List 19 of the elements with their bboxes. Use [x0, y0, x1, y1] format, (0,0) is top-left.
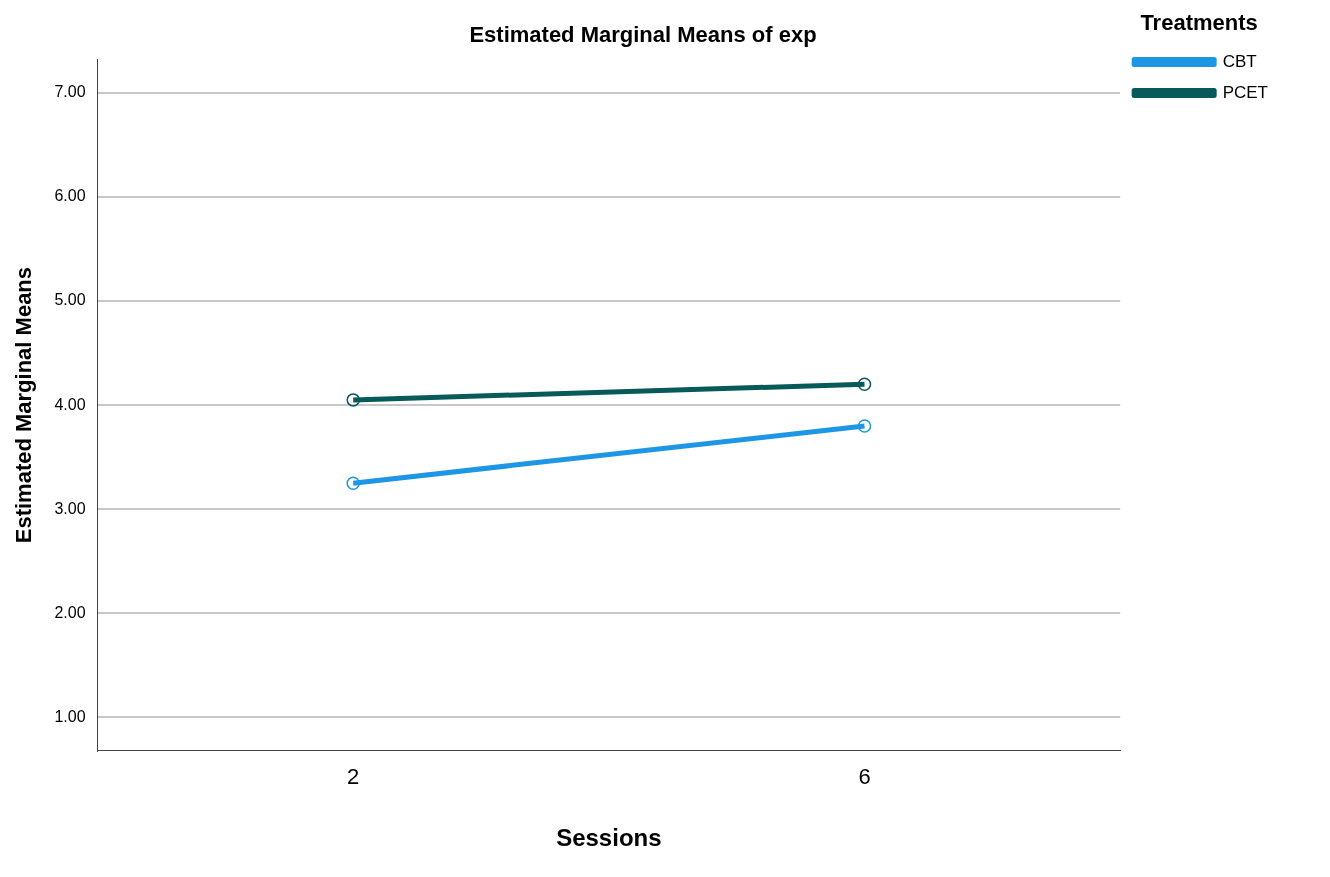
y-tick-label: 2.00 — [54, 603, 86, 621]
y-tick-label: 7.00 — [54, 83, 86, 101]
point — [857, 377, 872, 392]
point — [346, 393, 360, 407]
x-axis-title: Sessions — [556, 824, 662, 852]
legend-label: CBT — [1222, 51, 1257, 71]
y-tick-label: 5.00 — [54, 291, 86, 309]
y-tick-label: 3.00 — [54, 499, 86, 517]
y-axis-title: Estimated Marginal Means — [11, 266, 37, 544]
point — [857, 419, 872, 433]
y-tick-label: 1.00 — [54, 707, 86, 725]
legend-title: Treatments — [1140, 10, 1258, 36]
x-tick-label: 6 — [858, 764, 871, 790]
chart-title: Estimated Marginal Means of exp — [469, 22, 817, 48]
x-tick-label: 2 — [347, 764, 360, 790]
legend-label: PCET — [1222, 82, 1268, 102]
y-tick-label: 6.00 — [54, 187, 86, 205]
point — [346, 476, 360, 490]
y-tick-label: 4.00 — [54, 395, 86, 413]
